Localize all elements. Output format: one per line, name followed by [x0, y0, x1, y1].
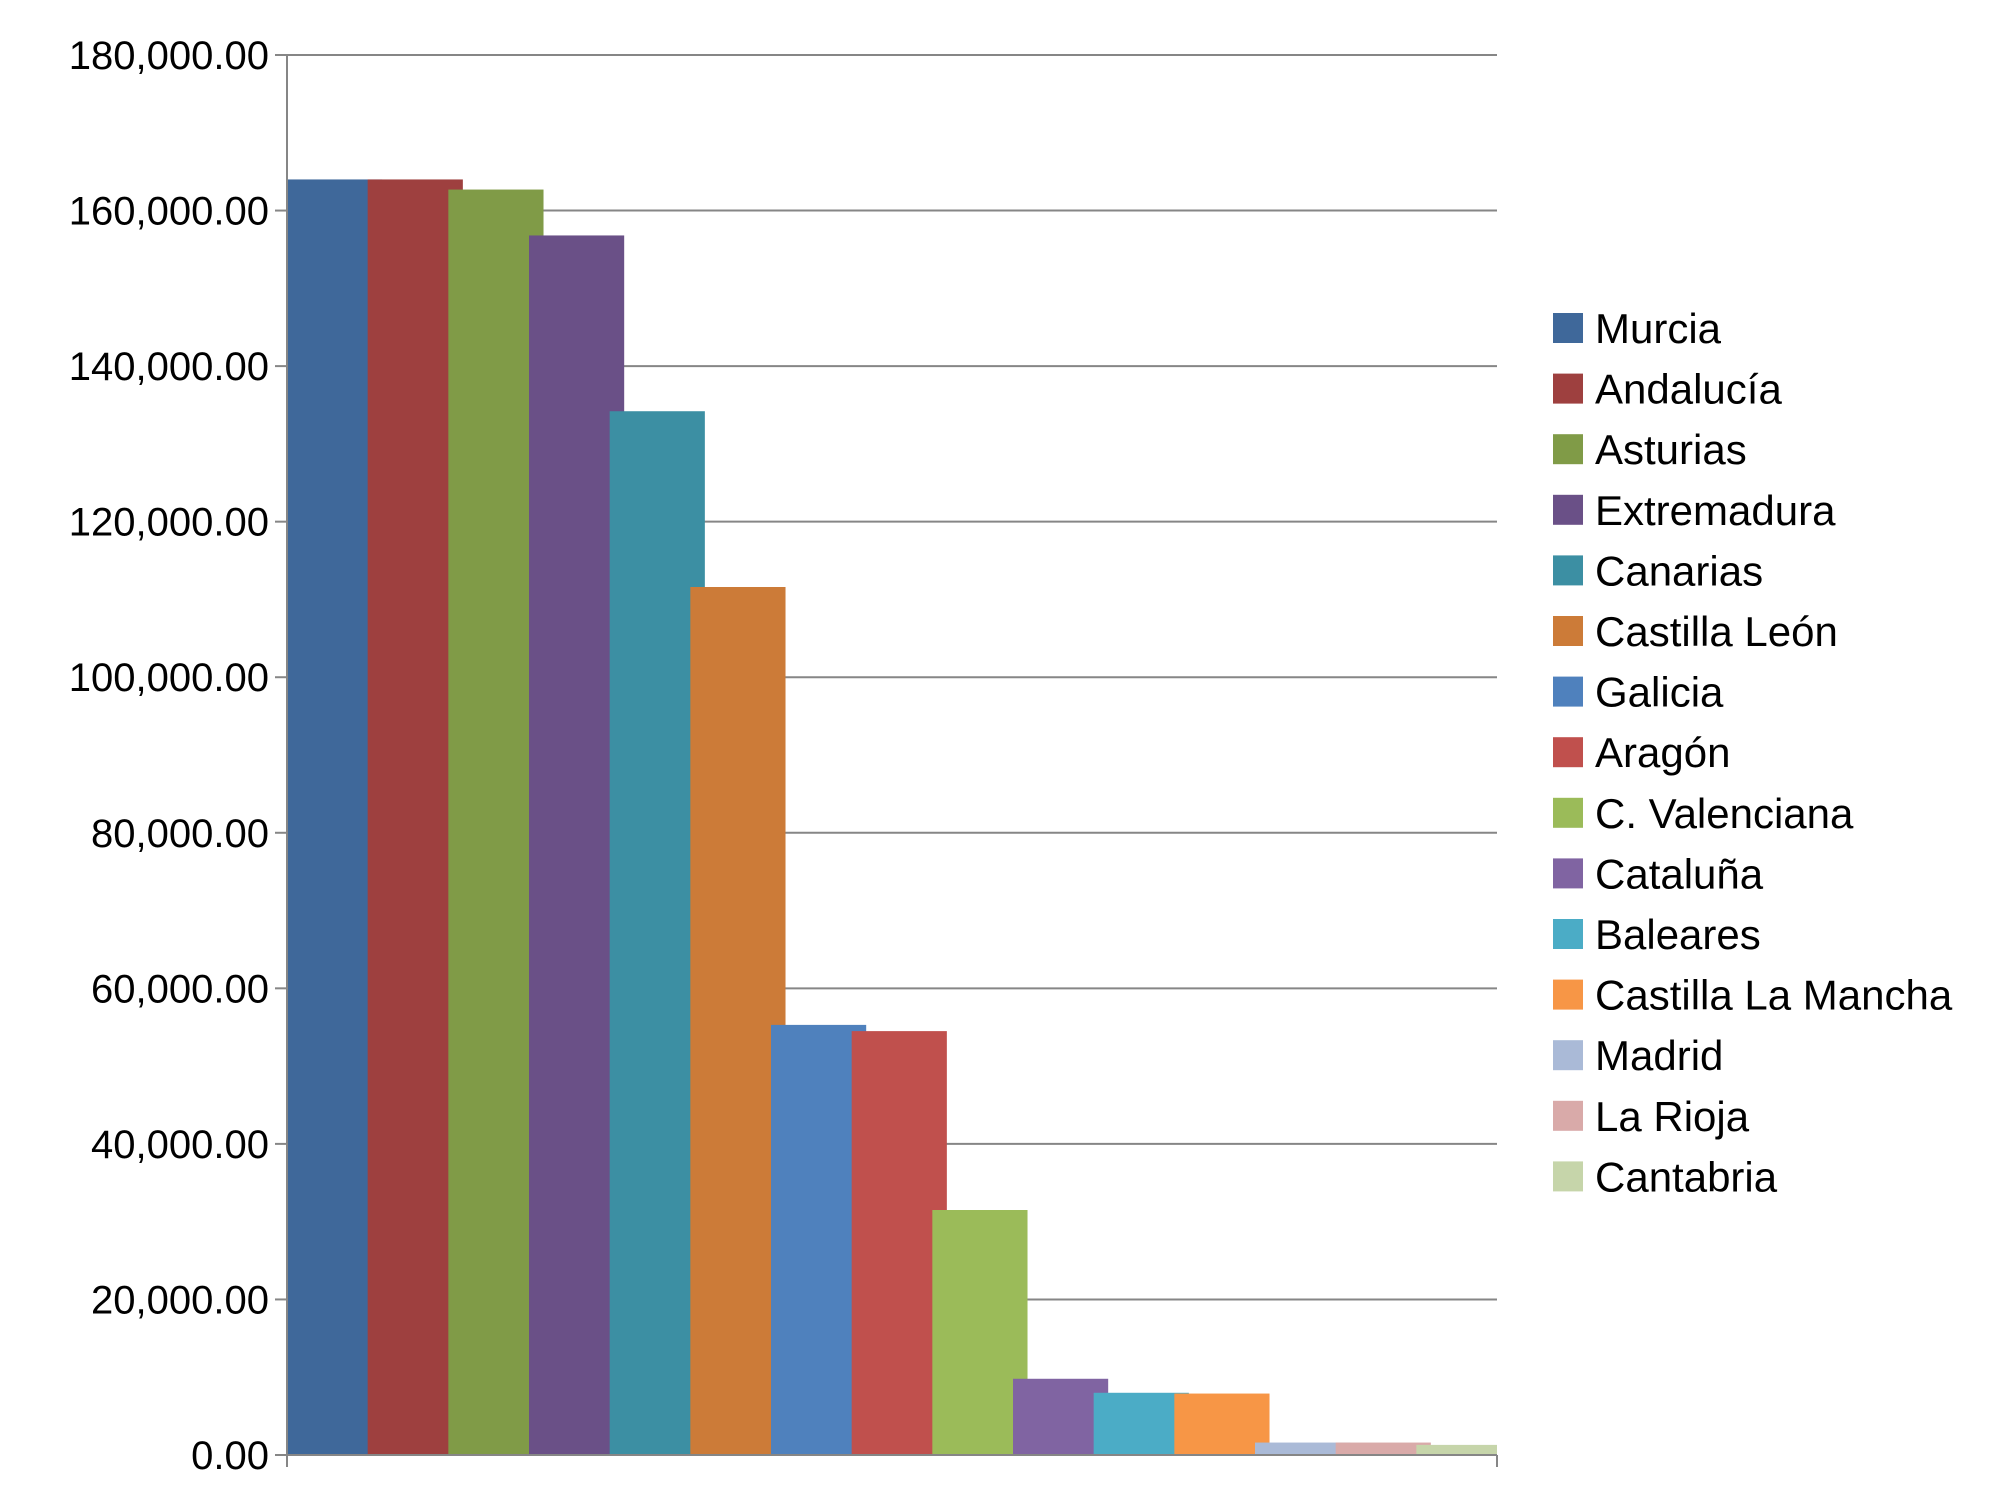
bar-cantabria — [1416, 1444, 1497, 1455]
y-tick-label: 160,000.00 — [69, 190, 269, 234]
y-tick-label: 40,000.00 — [91, 1123, 269, 1167]
legend-label: Castilla León — [1595, 608, 1838, 655]
y-tick-label: 140,000.00 — [69, 345, 269, 389]
legend-swatch — [1553, 797, 1583, 828]
bar-la-rioja — [1335, 1442, 1431, 1455]
legend-label: Madrid — [1595, 1032, 1723, 1079]
bar-extremadura — [529, 235, 625, 1455]
bar-castilla-león — [690, 587, 786, 1455]
legend-label: Andalucía — [1595, 366, 1782, 413]
y-tick-label: 60,000.00 — [91, 967, 269, 1011]
legend-label: C. Valenciana — [1595, 790, 1854, 837]
legend: Murcia Andalucía Asturias Extremadura Canari… — [1553, 305, 1953, 1200]
bar-madrid — [1255, 1442, 1351, 1455]
legend-label: Murcia — [1595, 305, 1722, 352]
legend-label: Cantabria — [1595, 1153, 1778, 1200]
legend-swatch — [1553, 737, 1583, 768]
legend-label: Castilla La Mancha — [1595, 972, 1953, 1019]
y-tick-label: 120,000.00 — [69, 501, 269, 545]
legend-swatch — [1553, 373, 1583, 404]
bar-andalucía — [367, 179, 463, 1455]
legend-swatch — [1553, 555, 1583, 586]
legend-label: Aragón — [1595, 729, 1730, 776]
legend-swatch — [1553, 1161, 1583, 1192]
y-tick-label: 0.00 — [191, 1434, 269, 1478]
y-tick-label: 100,000.00 — [69, 656, 269, 700]
bar-galicia — [771, 1024, 867, 1455]
axes — [275, 54, 1498, 1467]
bar-castilla-la-mancha — [1174, 1393, 1270, 1455]
legend-label: Asturias — [1595, 426, 1747, 473]
legend-swatch — [1553, 919, 1583, 949]
legend-swatch — [1553, 494, 1583, 525]
legend-label: Cataluña — [1595, 850, 1764, 897]
bar-baleares — [1093, 1392, 1189, 1455]
bar-asturias — [448, 189, 544, 1456]
legend-swatch — [1553, 1100, 1583, 1131]
y-tick-labels: 0.00 20,000.00 40,000.00 60,000.00 80,000.00… — [69, 34, 269, 1478]
legend-label: Extremadura — [1595, 487, 1836, 534]
legend-swatch — [1553, 979, 1583, 1010]
legend-swatch — [1553, 434, 1583, 465]
legend-swatch — [1553, 1040, 1583, 1071]
legend-swatch — [1553, 858, 1583, 889]
y-tick-label: 80,000.00 — [91, 812, 269, 856]
legend-label: Baleares — [1595, 911, 1761, 958]
bar-murcia — [287, 179, 383, 1455]
bar-cataluña — [1013, 1378, 1109, 1455]
legend-swatch — [1553, 676, 1583, 707]
bar-aragón — [851, 1031, 947, 1455]
y-tick-label: 180,000.00 — [69, 34, 269, 78]
y-tick-label: 20,000.00 — [91, 1278, 269, 1322]
legend-label: Canarias — [1595, 547, 1763, 594]
bars — [287, 179, 1497, 1456]
legend-label: Galicia — [1595, 669, 1724, 716]
legend-label: La Rioja — [1595, 1093, 1750, 1140]
legend-swatch — [1553, 313, 1583, 343]
bar-canarias — [609, 411, 705, 1456]
legend-swatch — [1553, 616, 1583, 646]
bar-c-valenciana — [932, 1210, 1028, 1455]
